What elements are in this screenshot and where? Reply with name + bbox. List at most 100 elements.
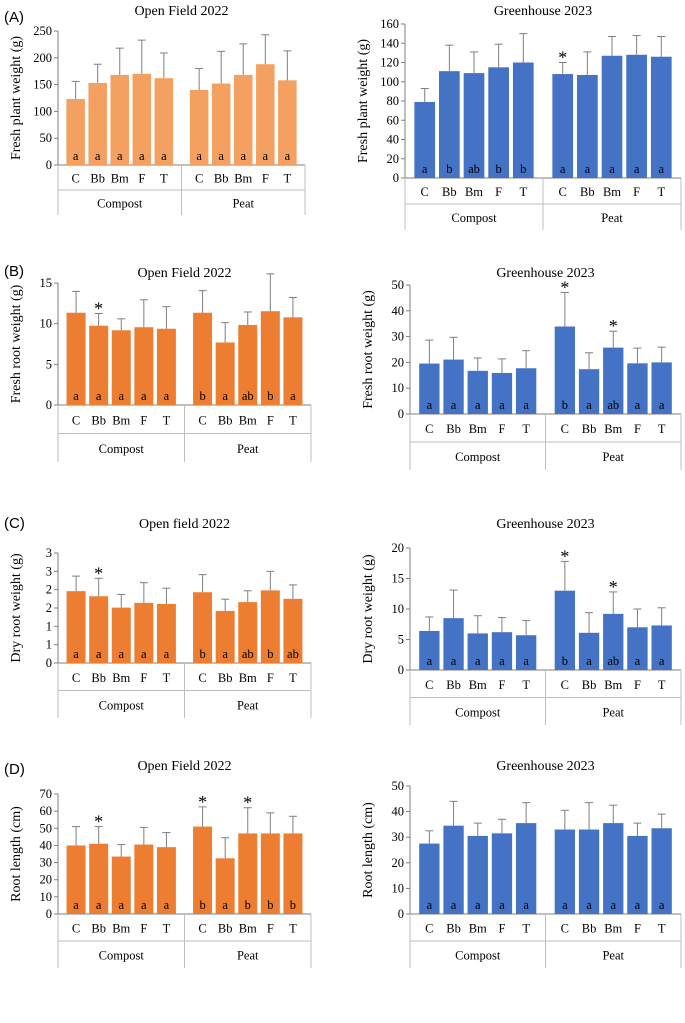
- significance-letter: a: [659, 898, 665, 912]
- bar: [578, 632, 600, 670]
- x-category-label: C: [561, 922, 569, 936]
- x-category-label: C: [72, 413, 80, 427]
- y-tick-label: 0: [46, 398, 52, 412]
- y-tick-label: 30: [392, 830, 405, 844]
- significance-letter: a: [635, 898, 641, 912]
- bar: [154, 78, 174, 165]
- bar: [156, 847, 176, 914]
- y-axis-label: Root length (cm): [361, 802, 376, 898]
- significance-letter: b: [199, 389, 205, 403]
- significance-letter: a: [222, 898, 228, 912]
- significance-letter: a: [523, 398, 529, 412]
- x-category-label: C: [72, 671, 80, 685]
- significance-letter: a: [585, 162, 591, 176]
- y-tick-label: 60: [387, 113, 400, 127]
- x-group-label: Peat: [602, 705, 624, 719]
- x-category-label: C: [561, 678, 569, 692]
- bar: [439, 71, 460, 178]
- y-axis-label: Root length (cm): [9, 806, 24, 902]
- x-category-label: F: [633, 185, 640, 199]
- y-tick-label: 70: [40, 787, 53, 801]
- x-group-label: Peat: [237, 442, 259, 456]
- significance-letter: a: [240, 149, 246, 163]
- bar: [211, 83, 231, 165]
- bar: [260, 311, 280, 405]
- significance-letter: a: [427, 398, 433, 412]
- significance-letter: a: [523, 654, 529, 668]
- significance-star: *: [94, 563, 103, 583]
- y-tick-label: 30: [392, 330, 405, 344]
- significance-letter: b: [562, 654, 568, 668]
- bar: [651, 362, 672, 414]
- bar: [260, 590, 280, 663]
- x-category-label: C: [425, 922, 433, 936]
- y-tick-label: 10: [392, 602, 405, 616]
- bar: [552, 74, 574, 178]
- bar: [651, 828, 672, 914]
- y-tick-label: 1: [46, 638, 52, 652]
- significance-letter: a: [475, 898, 481, 912]
- x-group-label: Compost: [97, 197, 143, 211]
- significance-letter: a: [141, 389, 147, 403]
- y-tick-label: 50: [392, 779, 405, 793]
- panel-label-b: (B): [4, 263, 24, 280]
- x-category-label: Bb: [446, 422, 461, 436]
- significance-letter: a: [523, 898, 529, 912]
- bar: [627, 835, 648, 914]
- x-category-label: T: [163, 671, 171, 685]
- y-tick-label: 60: [40, 804, 53, 818]
- bar: [601, 55, 623, 179]
- x-category-label: F: [498, 922, 505, 936]
- bar: [491, 372, 513, 414]
- bar: [414, 101, 436, 178]
- chart-title: Greenhouse 2023: [494, 4, 592, 19]
- y-axis-label: Dry root weight (g): [361, 554, 376, 664]
- significance-letter: a: [499, 654, 505, 668]
- x-category-label: Bm: [112, 671, 130, 685]
- y-tick-label: 1: [46, 619, 52, 633]
- bar: [419, 843, 440, 914]
- x-category-label: Bb: [91, 671, 106, 685]
- panel-label-d: (D): [4, 761, 25, 778]
- x-category-label: Bm: [469, 922, 487, 936]
- x-category-label: Bb: [91, 413, 106, 427]
- x-category-label: F: [267, 671, 274, 685]
- x-category-label: Bm: [604, 422, 622, 436]
- x-category-label: Bm: [603, 185, 621, 199]
- significance-letter: a: [96, 647, 102, 661]
- x-group-label: Compost: [99, 698, 145, 712]
- y-tick-label: 0: [393, 171, 399, 185]
- bar: [193, 312, 213, 405]
- significance-letter: b: [199, 647, 205, 661]
- y-tick-label: 20: [387, 152, 400, 166]
- significance-letter: b: [520, 162, 526, 176]
- x-category-label: F: [140, 413, 147, 427]
- significance-letter: ab: [607, 654, 619, 668]
- significance-letter: a: [427, 654, 433, 668]
- x-category-label: T: [289, 671, 297, 685]
- y-tick-label: 3: [46, 564, 52, 578]
- x-category-label: T: [163, 922, 171, 936]
- significance-letter: ab: [287, 647, 299, 661]
- significance-letter: a: [164, 647, 170, 661]
- x-category-label: T: [522, 922, 530, 936]
- bar: [110, 74, 130, 165]
- bar: [66, 312, 86, 405]
- y-tick-label: 0: [46, 656, 52, 670]
- x-category-label: C: [421, 185, 429, 199]
- significance-letter: ab: [242, 647, 254, 661]
- x-category-label: Bm: [239, 671, 257, 685]
- significance-letter: a: [161, 149, 167, 163]
- x-category-label: T: [658, 678, 666, 692]
- x-group-label: Peat: [602, 450, 624, 464]
- significance-letter: a: [141, 898, 147, 912]
- y-axis-label: Dry root weight (g): [9, 553, 24, 663]
- y-tick-label: 140: [380, 36, 399, 50]
- bar: [66, 845, 86, 914]
- bar: [238, 602, 258, 663]
- bar: [89, 843, 109, 914]
- y-axis-label: Fresh plant weight (g): [356, 39, 371, 163]
- significance-letter: a: [73, 389, 79, 403]
- x-category-label: Bb: [218, 922, 233, 936]
